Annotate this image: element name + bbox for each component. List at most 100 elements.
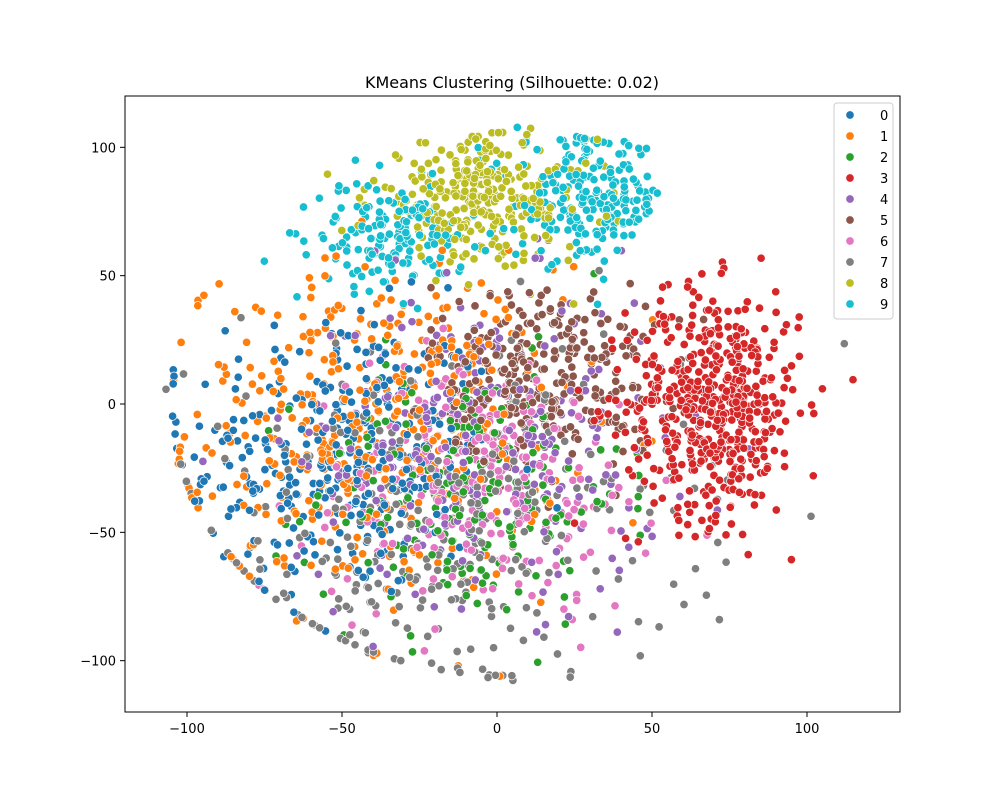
scatter-point-cluster-8 — [521, 181, 531, 191]
scatter-point-cluster-5 — [486, 328, 496, 338]
scatter-point-cluster-6 — [559, 604, 569, 614]
scatter-point-cluster-1 — [328, 357, 338, 367]
legend-label-9: 9 — [880, 298, 888, 313]
scatter-point-cluster-5 — [471, 446, 481, 456]
scatter-point-cluster-8 — [479, 192, 489, 203]
scatter-point-cluster-3 — [622, 335, 632, 345]
scatter-point-cluster-6 — [441, 402, 451, 412]
scatter-point-cluster-7 — [350, 640, 360, 650]
scatter-point-cluster-3 — [704, 377, 714, 387]
scatter-point-cluster-1 — [320, 271, 330, 281]
scatter-point-cluster-4 — [502, 507, 512, 517]
scatter-point-cluster-3 — [683, 364, 693, 375]
scatter-point-cluster-9 — [511, 249, 521, 259]
scatter-point-cluster-0 — [380, 349, 390, 359]
scatter-point-cluster-2 — [403, 493, 413, 503]
scatter-point-cluster-9 — [372, 185, 382, 195]
scatter-point-cluster-7 — [283, 465, 293, 475]
scatter-point-cluster-5 — [484, 375, 494, 385]
scatter-point-cluster-5 — [485, 291, 495, 301]
scatter-point-cluster-7 — [721, 557, 731, 567]
y-tick-label: 0 — [108, 398, 116, 413]
scatter-point-cluster-9 — [612, 245, 622, 255]
scatter-point-cluster-0 — [168, 379, 178, 389]
scatter-point-cluster-1 — [450, 493, 460, 503]
scatter-point-cluster-6 — [474, 405, 484, 415]
scatter-point-cluster-8 — [528, 193, 538, 204]
scatter-point-cluster-9 — [427, 169, 437, 179]
scatter-point-cluster-3 — [683, 520, 693, 530]
scatter-point-cluster-3 — [771, 287, 781, 297]
scatter-point-cluster-7 — [281, 487, 291, 497]
scatter-point-cluster-1 — [628, 518, 638, 528]
scatter-point-cluster-5 — [471, 376, 481, 386]
legend-label-1: 1 — [880, 130, 888, 145]
scatter-point-cluster-1 — [434, 344, 444, 354]
scatter-point-cluster-7 — [391, 618, 401, 628]
scatter-point-cluster-5 — [579, 328, 589, 338]
scatter-point-cluster-1 — [343, 563, 353, 573]
scatter-point-cluster-3 — [707, 485, 717, 495]
scatter-point-cluster-7 — [271, 594, 281, 604]
scatter-point-cluster-8 — [416, 164, 426, 174]
scatter-point-cluster-7 — [261, 502, 271, 512]
scatter-point-cluster-9 — [624, 217, 634, 227]
scatter-point-cluster-2 — [592, 497, 602, 507]
scatter-point-cluster-6 — [430, 624, 440, 634]
scatter-point-cluster-0 — [393, 576, 403, 586]
scatter-point-cluster-3 — [754, 303, 765, 313]
scatter-point-cluster-5 — [618, 446, 628, 457]
scatter-point-cluster-3 — [734, 487, 744, 497]
scatter-point-cluster-0 — [170, 429, 180, 439]
scatter-point-cluster-4 — [510, 464, 521, 474]
scatter-point-cluster-6 — [487, 388, 497, 398]
y-tick-label: 100 — [91, 141, 116, 156]
scatter-point-cluster-8 — [464, 280, 474, 290]
scatter-point-cluster-9 — [378, 277, 388, 287]
scatter-point-cluster-1 — [452, 397, 462, 407]
scatter-point-cluster-7 — [402, 623, 412, 633]
scatter-point-cluster-3 — [716, 437, 726, 447]
scatter-point-cluster-1 — [425, 368, 435, 378]
scatter-point-cluster-3 — [732, 342, 742, 352]
scatter-point-cluster-0 — [401, 464, 412, 475]
scatter-point-cluster-1 — [491, 569, 501, 579]
scatter-point-cluster-7 — [395, 519, 405, 529]
scatter-point-cluster-9 — [588, 163, 598, 173]
scatter-point-cluster-7 — [282, 513, 292, 524]
scatter-point-cluster-1 — [476, 474, 486, 484]
scatter-point-cluster-7 — [544, 568, 554, 578]
scatter-point-cluster-9 — [485, 228, 495, 239]
scatter-point-cluster-5 — [524, 288, 534, 298]
scatter-point-cluster-8 — [503, 150, 513, 160]
scatter-point-cluster-3 — [704, 305, 714, 315]
scatter-point-cluster-7 — [330, 503, 340, 513]
scatter-point-cluster-4 — [405, 501, 415, 511]
scatter-point-cluster-3 — [694, 367, 704, 377]
scatter-point-cluster-9 — [551, 186, 561, 196]
scatter-point-cluster-2 — [493, 478, 503, 488]
scatter-point-cluster-9 — [418, 204, 428, 214]
scatter-point-cluster-9 — [424, 255, 434, 265]
scatter-point-cluster-7 — [521, 603, 531, 613]
scatter-point-cluster-1 — [484, 339, 494, 349]
scatter-point-cluster-5 — [460, 357, 470, 367]
scatter-point-cluster-4 — [328, 607, 338, 617]
scatter-point-cluster-6 — [646, 518, 656, 528]
scatter-point-cluster-1 — [499, 409, 509, 419]
scatter-point-cluster-4 — [432, 330, 442, 340]
scatter-point-cluster-4 — [453, 409, 463, 420]
scatter-point-cluster-4 — [539, 527, 549, 537]
scatter-point-cluster-7 — [325, 537, 335, 548]
scatter-point-cluster-3 — [703, 419, 713, 429]
scatter-point-cluster-4 — [274, 436, 284, 446]
scatter-point-cluster-7 — [474, 526, 484, 536]
scatter-point-cluster-0 — [291, 478, 301, 488]
scatter-point-cluster-1 — [272, 557, 282, 567]
scatter-point-cluster-7 — [161, 384, 171, 394]
scatter-point-cluster-6 — [569, 505, 579, 515]
scatter-point-cluster-9 — [536, 246, 546, 256]
scatter-point-cluster-0 — [372, 382, 382, 393]
scatter-point-cluster-0 — [243, 549, 253, 559]
scatter-point-cluster-2 — [505, 522, 515, 532]
